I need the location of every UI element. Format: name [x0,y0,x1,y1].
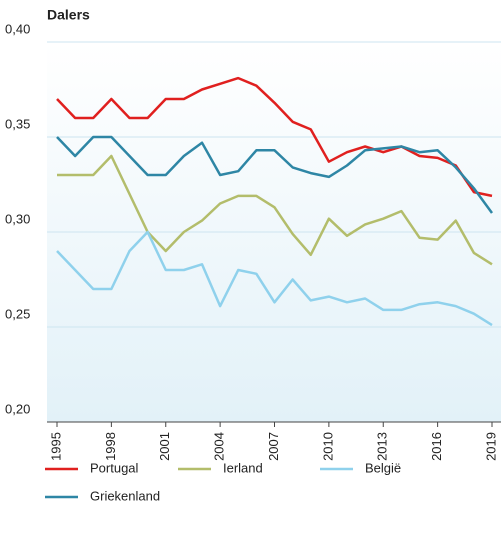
y-tick-label: 0,30 [5,211,30,226]
x-tick-label: 2019 [483,432,498,461]
series-line [56,135,494,214]
y-tick-label: 0,40 [5,21,30,36]
series-line [57,154,493,266]
x-tick-label: 2004 [212,432,227,461]
x-tick-label: 2010 [320,432,335,461]
y-tick-label: 0,25 [5,306,30,321]
series-line [56,230,493,327]
legend-label: Griekenland [90,488,160,503]
x-tick-label: 2016 [429,432,444,461]
legend-label: België [365,460,401,475]
y-tick-label: 0,20 [5,401,30,416]
series-line [56,76,493,198]
x-tick-label: 1998 [103,432,118,461]
y-tick-label: 0,35 [5,116,30,131]
x-tick-label: 2001 [157,432,172,461]
legend-label: Ierland [223,460,263,475]
y-axis-title: Dalers [47,7,90,23]
legend-label: Portugal [90,460,139,475]
x-tick-label: 2013 [375,432,390,461]
x-tick-label: 1995 [48,432,63,461]
x-tick-label: 2007 [266,432,281,461]
